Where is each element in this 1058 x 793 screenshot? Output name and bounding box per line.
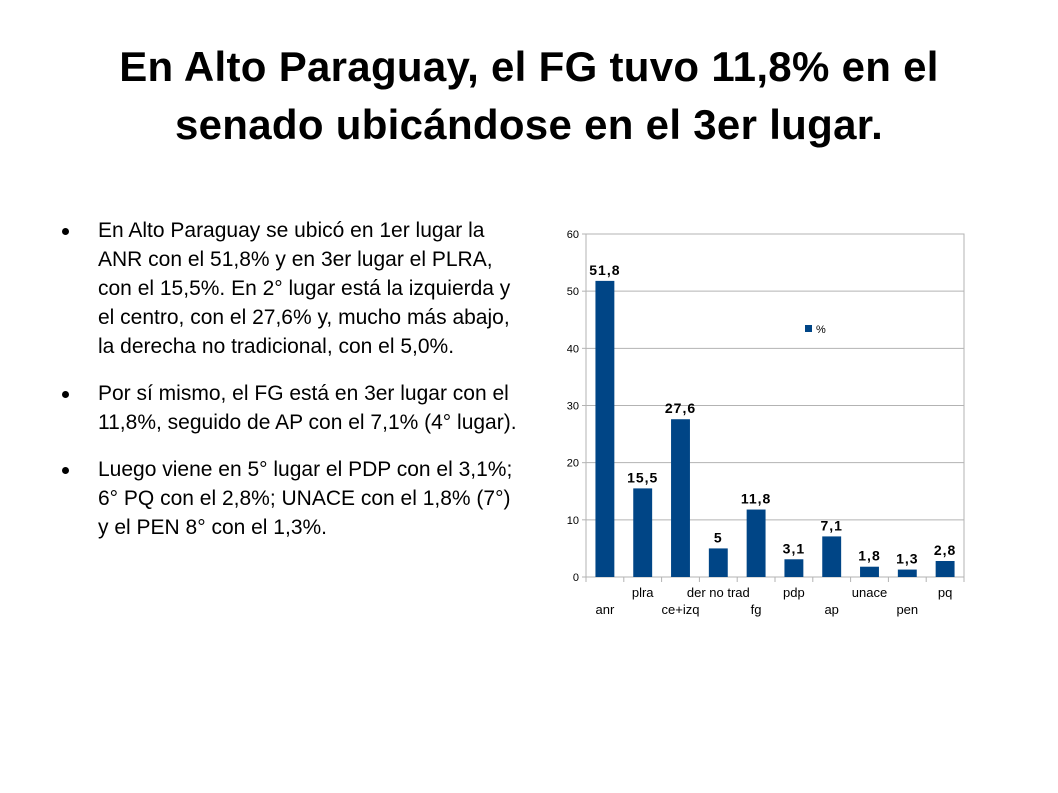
bar xyxy=(671,419,690,577)
bullet-item: Luego viene en 5° lugar el PDP con el 3,… xyxy=(62,455,522,542)
x-tick-label: ap xyxy=(824,602,838,617)
bar xyxy=(595,280,615,577)
y-tick-label: 20 xyxy=(567,458,579,470)
data-label: 11,8 xyxy=(741,491,771,507)
x-tick-label: fg xyxy=(751,602,762,617)
x-tick-label: pq xyxy=(938,585,952,600)
bar xyxy=(746,509,766,577)
bar xyxy=(860,566,879,577)
title-line-1: En Alto Paraguay, el FG tuvo 11,8% en el xyxy=(119,43,939,90)
bullet-dot-icon xyxy=(62,391,69,398)
title-line-2: senado ubicándose en el 3er lugar. xyxy=(174,101,884,148)
bar xyxy=(784,559,804,577)
bullet-list: En Alto Paraguay se ubicó en 1er lugar l… xyxy=(62,216,522,560)
data-label: 15,5 xyxy=(627,469,658,485)
x-tick-label: unace xyxy=(852,585,887,600)
data-label: 2,8 xyxy=(934,542,956,558)
bullet-item: Por sí mismo, el FG está en 3er lugar co… xyxy=(62,379,522,437)
y-tick-label: 50 xyxy=(567,286,579,298)
y-tick-label: 0 xyxy=(573,572,579,584)
legend-swatch xyxy=(805,325,812,332)
x-tick-label: ce+izq xyxy=(662,602,700,617)
y-tick-label: 30 xyxy=(567,401,579,413)
y-tick-label: 10 xyxy=(567,515,579,527)
data-label: 1,3 xyxy=(896,551,918,567)
bullet-text: Por sí mismo, el FG está en 3er lugar co… xyxy=(98,382,517,434)
x-tick-label: pen xyxy=(896,602,918,617)
bullet-text: En Alto Paraguay se ubicó en 1er lugar l… xyxy=(98,219,511,358)
bar xyxy=(935,560,955,577)
data-label: 51,8 xyxy=(589,262,620,278)
slide-title: En Alto Paraguay, el FG tuvo 11,8% en el… xyxy=(0,38,1058,154)
bar xyxy=(633,488,653,577)
bar-chart-svg: 0 10 20 30 40 50 60 51,8 anr 15,5 plra 27,6 ce+izq 5 d… xyxy=(567,229,965,617)
data-label: 7,1 xyxy=(820,517,842,533)
x-tick-label: der no trad xyxy=(687,585,750,600)
x-tick-label: pdp xyxy=(783,585,805,600)
data-label: 1,8 xyxy=(858,548,880,564)
y-tick-label: 40 xyxy=(567,343,579,355)
data-label: 5 xyxy=(714,529,723,545)
bar-chart: 0 10 20 30 40 50 60 51,8 anr 15,5 plra 27,6 ce+izq 5 d… xyxy=(520,215,1050,630)
bullet-item: En Alto Paraguay se ubicó en 1er lugar l… xyxy=(62,216,522,361)
bar xyxy=(708,548,728,577)
x-tick-label: plra xyxy=(632,585,654,600)
bar xyxy=(822,536,842,577)
y-tick-label: 60 xyxy=(567,229,579,241)
data-label: 3,1 xyxy=(783,540,805,556)
bullet-dot-icon xyxy=(62,467,69,474)
x-tick-label: anr xyxy=(596,602,615,617)
bullet-text: Luego viene en 5° lugar el PDP con el 3,… xyxy=(98,458,513,539)
data-label: 27,6 xyxy=(665,400,696,416)
legend-label: % xyxy=(816,324,826,336)
bar xyxy=(897,569,917,577)
bullet-dot-icon xyxy=(62,228,69,235)
